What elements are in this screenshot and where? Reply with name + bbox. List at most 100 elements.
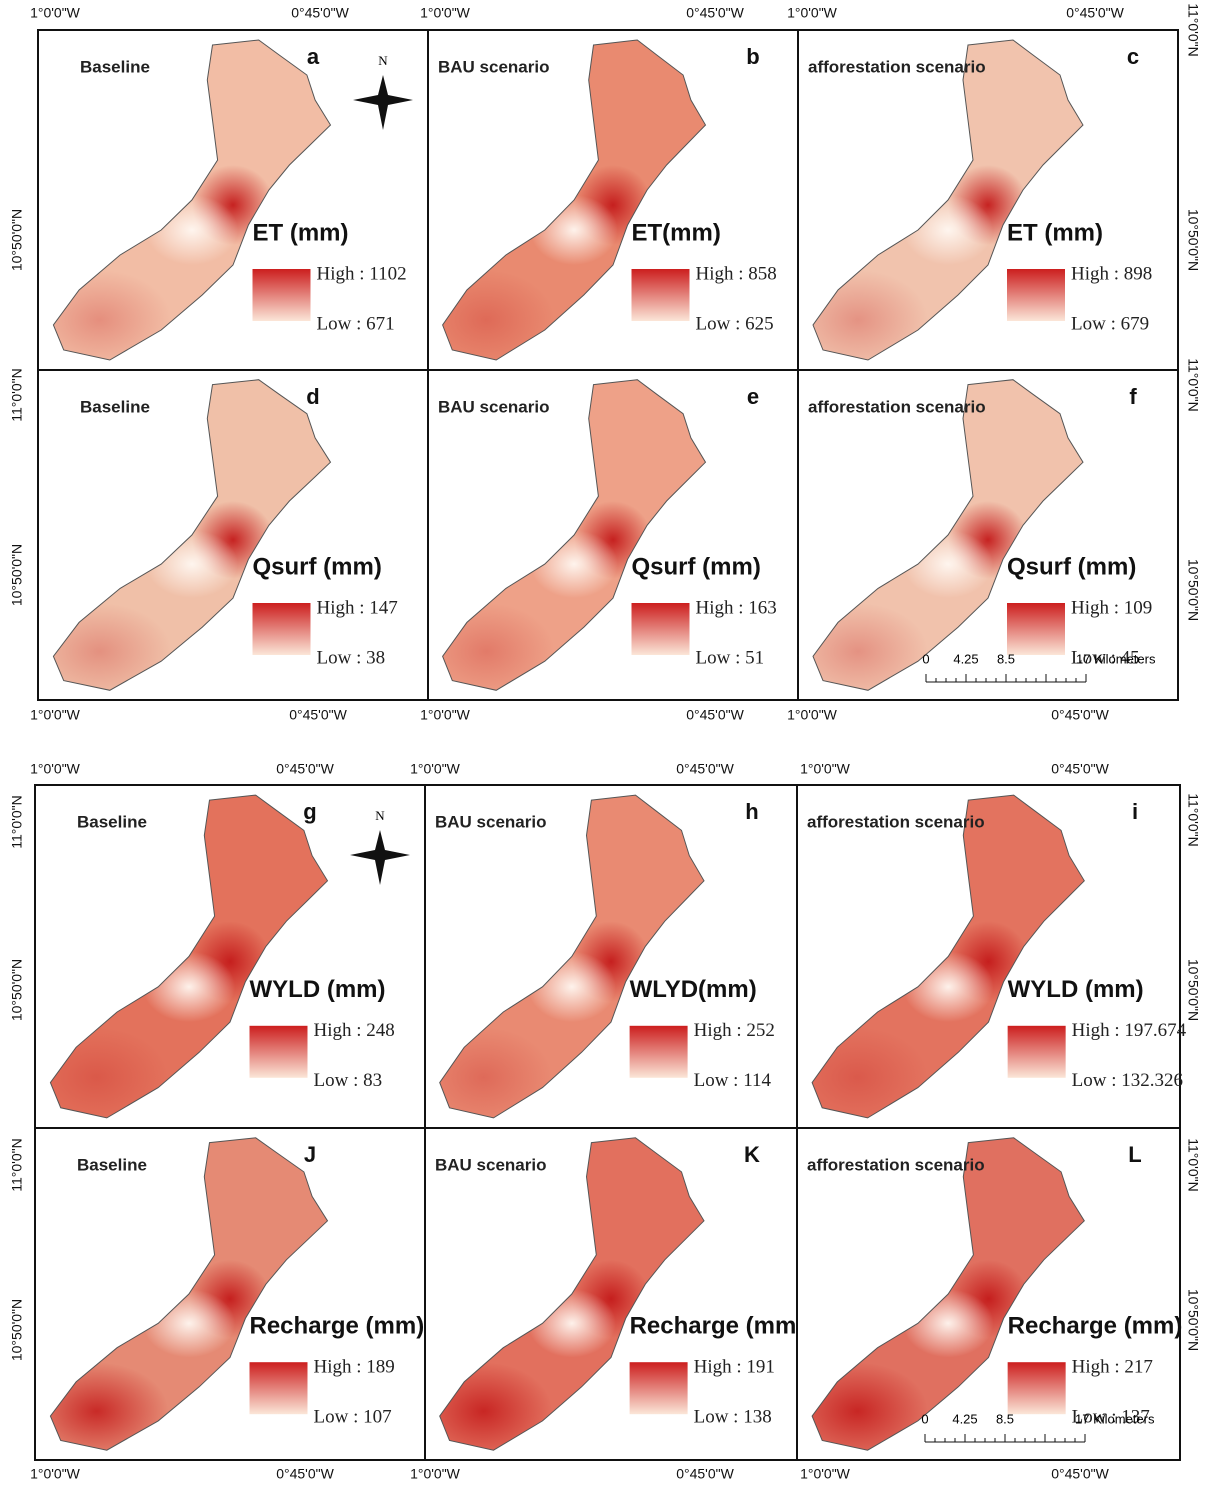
latitude-label: 11°0'0"N [1185, 1138, 1201, 1191]
longitude-label: 0°45'0"W [686, 5, 744, 21]
latitude-label: 10°50'0"N [1185, 559, 1201, 621]
latitude-label: 10°50'0"N [9, 959, 25, 1021]
scale-label: 17 Kilometers [1076, 651, 1156, 666]
scenario-label: afforestation scenario [807, 1155, 985, 1174]
map-panel: Baseline a ET (mm) High : 1102 Low : 671 N [28, 30, 428, 370]
variable-title: Recharge (mm) [250, 1313, 425, 1340]
latitude-label: 11°0'0"N [9, 368, 25, 421]
latitude-label: 11°0'0"N [1185, 793, 1201, 846]
latitude-label: 10°50'0"N [9, 1299, 25, 1361]
longitude-label: 0°45'0"W [1051, 1466, 1109, 1482]
longitude-label: 1°0'0"W [420, 5, 471, 21]
variable-title: Qsurf (mm) [1007, 553, 1136, 580]
panel-letter: d [306, 384, 319, 409]
panel-letter: h [745, 799, 758, 824]
longitude-label: 0°45'0"W [686, 707, 744, 723]
scale-label: 8.5 [997, 651, 1015, 666]
longitude-label: 0°45'0"W [289, 707, 347, 723]
longitude-label: 1°0'0"W [30, 707, 81, 723]
latitude-label: 11°0'0"N [1185, 358, 1201, 411]
legend-high: High : 252 [694, 1020, 775, 1041]
legend-high: High : 147 [317, 597, 398, 618]
scale-label: 0 [921, 1411, 928, 1426]
figure: 1°0'0"W 0°45'0"W 1°0'0"W 0°45'0"W 1°0'0"W 0°4… [0, 0, 1206, 1487]
longitude-label: 0°45'0"W [1051, 761, 1109, 777]
variable-title: ET (mm) [253, 219, 349, 246]
scenario-label: afforestation scenario [807, 812, 985, 831]
longitude-label: 1°0'0"W [800, 761, 851, 777]
scenario-label: Baseline [77, 812, 147, 831]
legend-high: High : 1102 [317, 263, 407, 284]
legend-ramp [632, 603, 690, 655]
longitude-label: 0°45'0"W [676, 1466, 734, 1482]
panel-letter: L [1128, 1142, 1141, 1167]
latitude-label: 11°0'0"N [9, 1138, 25, 1191]
legend-high: High : 163 [696, 597, 777, 618]
legend-ramp [630, 1026, 688, 1078]
scale-label: 4.25 [953, 651, 978, 666]
panel-letter: J [304, 1142, 316, 1167]
latitude-label: 10°50'0"N [1185, 1289, 1201, 1351]
longitude-label: 0°45'0"W [291, 5, 349, 21]
north-label: N [375, 808, 385, 823]
latitude-label: 10°50'0"N [9, 544, 25, 606]
scale-label: 0 [922, 651, 929, 666]
variable-title: WYLD (mm) [250, 976, 386, 1003]
scale-label: 4.25 [952, 1411, 977, 1426]
longitude-label: 1°0'0"W [420, 707, 471, 723]
legend-low: Low : 107 [314, 1407, 392, 1428]
legend-high: High : 109 [1071, 597, 1152, 618]
variable-title: Qsurf (mm) [632, 553, 761, 580]
variable-title: Recharge (mm) [630, 1313, 805, 1340]
longitude-label: 1°0'0"W [30, 761, 81, 777]
legend-ramp [1008, 1362, 1066, 1414]
scenario-label: BAU scenario [435, 812, 546, 831]
panel-letter: a [307, 44, 320, 69]
latitude-label: 11°0'0"N [1185, 3, 1201, 56]
legend-ramp [253, 269, 311, 321]
variable-title: Qsurf (mm) [253, 553, 382, 580]
variable-title: ET(mm) [632, 219, 721, 246]
legend-ramp [630, 1362, 688, 1414]
north-label: N [378, 53, 388, 68]
legend-high: High : 858 [696, 263, 777, 284]
scenario-label: BAU scenario [438, 57, 549, 76]
scale-label: 8.5 [996, 1411, 1014, 1426]
latitude-label: 11°0'0"N [9, 795, 25, 848]
longitude-label: 1°0'0"W [787, 707, 838, 723]
panel-letter: b [746, 44, 759, 69]
map-panel: afforestation scenariocET (mm)High : 898… [788, 30, 1178, 370]
latitude-label: 10°50'0"N [9, 209, 25, 271]
panel-letter: K [744, 1142, 760, 1167]
variable-title: Recharge (mm) [1008, 1313, 1183, 1340]
map-panel: BaselinegWYLD (mm)High : 248Low : 83N [25, 785, 425, 1128]
panel-letter: e [747, 384, 759, 409]
scenario-label: Baseline [80, 57, 150, 76]
scenario-label: afforestation scenario [808, 57, 986, 76]
legend-high: High : 248 [314, 1020, 395, 1041]
legend-high: High : 191 [694, 1357, 775, 1378]
scenario-label: afforestation scenario [808, 397, 986, 416]
longitude-label: 1°0'0"W [410, 1466, 461, 1482]
longitude-label: 1°0'0"W [30, 5, 81, 21]
map-panel: BaselineJRecharge (mm)High : 189Low : 10… [25, 1128, 425, 1460]
longitude-label: 0°45'0"W [676, 761, 734, 777]
legend-ramp [253, 603, 311, 655]
scenario-label: Baseline [80, 397, 150, 416]
legend-low: Low : 83 [314, 1070, 383, 1091]
legend-ramp [632, 269, 690, 321]
legend-high: High : 898 [1071, 263, 1152, 284]
legend-high: High : 197.674 [1072, 1020, 1187, 1041]
scenario-label: BAU scenario [435, 1155, 546, 1174]
map-panel: BAU scenariobET(mm)High : 858Low : 625 [418, 30, 798, 370]
legend-low: Low : 671 [317, 313, 395, 334]
variable-title: ET (mm) [1007, 219, 1103, 246]
latitude-label: 10°50'0"N [1185, 209, 1201, 271]
variable-title: WYLD (mm) [1008, 976, 1144, 1003]
longitude-label: 1°0'0"W [410, 761, 461, 777]
